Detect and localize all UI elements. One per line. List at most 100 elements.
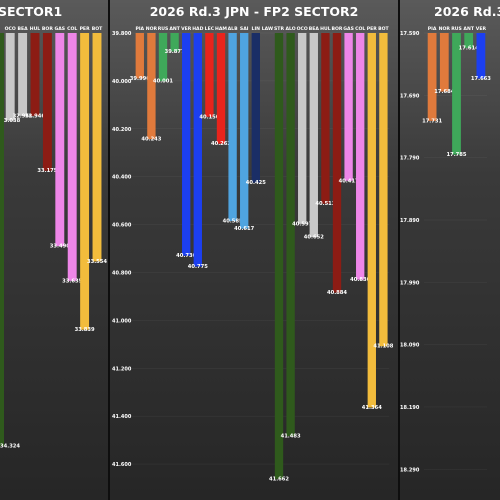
data-label: 41.108 [373,344,393,350]
data-label: 17.785 [446,152,466,158]
bar-alb [228,33,237,221]
data-label: 40.262 [211,141,231,147]
driver-label: COL [355,26,365,32]
data-label: 40.775 [188,264,208,270]
bar-ver [182,33,191,256]
bar-rus [158,33,168,82]
driver-label: NOR [439,26,451,32]
data-label: 39.877 [165,49,185,55]
bar-lin [251,33,260,183]
driver-label: HUL [30,26,41,32]
data-label: 34.324 [0,443,20,449]
bar-hul [30,33,40,116]
sector2-chart: 39.800 40.000 40.200 40.400 40.600 40.800 41.0… [112,26,394,482]
bar-alo [286,33,295,437]
y-tick-label: 40.400 [112,175,132,181]
driver-label: RUS [158,26,169,32]
driver-label: HAD [192,26,203,32]
bar-oco [298,33,307,224]
bar-rus [452,33,461,155]
driver-label: BOR [332,26,343,32]
data-label: 33.635 [62,278,82,284]
bar-str [274,33,284,479]
y-tick-label: 17.990 [400,280,420,286]
data-label: 17.614 [459,45,479,51]
driver-label: BEA [17,26,28,32]
y-tick-label: 17.790 [400,156,420,162]
bar-col [67,33,77,281]
data-label: 33.175 [37,168,57,174]
driver-label: GAS [343,26,354,32]
driver-label: HUL [320,26,331,32]
driver-label: BOT [92,26,103,32]
data-label: 33.490 [50,244,70,250]
sector2-panel: 2026 Rd.3 JPN - FP2 SECTOR2 39.800 40.000… [110,0,398,500]
bar-bot [92,33,102,262]
driver-label: ALB [228,26,238,32]
driver-label: PIA [135,26,144,32]
driver-label: VER [181,26,192,32]
bar-bea [18,33,28,116]
y-tick-label: 40.600 [112,223,132,229]
driver-label: STR [274,26,284,32]
driver-label: LIN [252,26,261,32]
data-label: 40.884 [327,290,347,296]
data-label: 17.731 [422,118,442,124]
bar-ver [476,33,486,79]
data-label: 32.946 [25,113,45,119]
data-label: 40.243 [141,137,161,143]
driver-label: PER [367,26,378,32]
y-tick-label: 18.290 [400,467,420,473]
bar-lec [205,33,214,117]
driver-label: PIA [428,26,437,32]
driver-label: OCO [5,26,16,32]
data-label: 33.554 [87,259,107,265]
driver-label: LEC [205,26,215,32]
y-tick-label: 40.000 [112,79,132,85]
data-label: 40.617 [234,226,254,232]
data-label: 40.417 [339,178,359,184]
bar-ham [216,33,226,144]
sector1-chart: OCO 33.038 BEA 32.966 HUL 32.946 BOR 33.175 GAS 3… [0,26,107,449]
bar-bor [42,33,52,171]
driver-label: HAM [215,26,227,32]
bar-hul [321,33,330,204]
bar-partial [0,33,4,446]
bar-per [80,33,90,330]
driver-label: SAI [240,26,249,32]
driver-label: VER [476,26,487,32]
data-label: 39.990 [130,76,150,82]
sector1-panel: SECTOR1 OCO 33.038 BEA 32.966 HUL 32.946 BOR 33… [0,0,108,500]
bar-ant [464,33,474,48]
y-tick-label: 41.600 [112,462,132,468]
y-tick-label: 18.190 [400,405,420,411]
driver-label: COL [67,26,77,32]
bar-nor [439,33,449,92]
bar-oco [5,33,15,121]
bar-ant [170,33,179,52]
data-label: 33.839 [75,327,95,333]
y-tick-label: 41.200 [112,366,132,372]
driver-label: BEA [309,26,320,32]
data-label: 17.663 [471,76,491,82]
sector3-chart: 17.590 17.690 17.790 17.890 17.990 18.090 18.1… [400,26,491,473]
data-label: 41.483 [281,434,301,440]
driver-label: PER [80,26,91,32]
data-label: 41.662 [269,476,289,482]
driver-label: GAS [54,26,65,32]
data-label: 41.364 [362,405,382,411]
data-label: 33.038 [0,118,20,124]
y-tick-label: 40.200 [112,127,132,133]
data-label: 40.001 [153,79,173,85]
driver-label: NOR [146,26,158,32]
driver-label: OCO [297,26,308,32]
driver-label: ANT [463,26,474,32]
sector3-title: 2026 Rd.3 [434,4,500,19]
bar-bor [332,33,342,293]
driver-label: BOT [378,26,389,32]
data-label: 32.966 [13,113,33,119]
bar-gas [55,33,65,247]
sector2-title: 2026 Rd.3 JPN - FP2 SECTOR2 [149,4,359,19]
data-label: 40.150 [199,114,219,120]
driver-label: ANT [169,26,180,32]
